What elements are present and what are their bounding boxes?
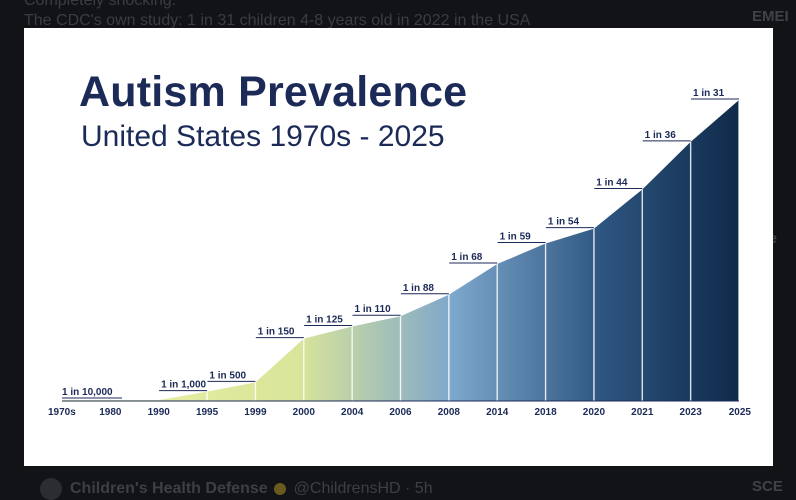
data-label: 1 in 10,000 xyxy=(62,387,113,398)
author-handle: @ChildrensHD · 5h xyxy=(293,480,433,498)
x-tick-label: 1970s xyxy=(48,407,76,418)
background-tweet-line-2: The CDC's own study: 1 in 31 children 4-… xyxy=(24,12,531,29)
x-tick-label: 1999 xyxy=(244,407,267,418)
x-tick-label: 2014 xyxy=(486,407,509,418)
x-tick-label: 2025 xyxy=(729,407,752,418)
chart-subtitle: United States 1970s - 2025 xyxy=(81,120,445,153)
x-tick-label: 1995 xyxy=(196,407,219,418)
x-tick-label: 2006 xyxy=(389,407,412,418)
chart-title: Autism Prevalence xyxy=(79,68,468,116)
data-label: 1 in 110 xyxy=(355,304,392,315)
x-tick-label: 2020 xyxy=(583,407,606,418)
chart-image-card[interactable]: 1 in 10,000 1 in 1,000 1 in 500 1 in 150 1 i… xyxy=(24,28,773,466)
data-label: 1 in 36 xyxy=(645,130,677,141)
data-label: 1 in 1,000 xyxy=(161,380,206,391)
data-label: 1 in 31 xyxy=(693,88,725,99)
x-tick-label: 2000 xyxy=(293,407,316,418)
data-label: 1 in 500 xyxy=(209,370,246,381)
background-right-fragment: SCE xyxy=(752,478,783,495)
x-tick-label: 2018 xyxy=(534,407,557,418)
data-label: 1 in 125 xyxy=(306,314,343,325)
data-label: 1 in 68 xyxy=(451,252,483,263)
author-name[interactable]: Children's Health Defense xyxy=(70,480,268,498)
author-avatar[interactable] xyxy=(40,478,62,500)
x-tick-label: 2021 xyxy=(631,407,654,418)
background-post-author[interactable]: Children's Health Defense @ChildrensHD · … xyxy=(40,478,433,500)
data-label: 1 in 88 xyxy=(403,283,435,294)
verified-badge-icon xyxy=(273,483,286,495)
data-label: 1 in 44 xyxy=(596,177,628,188)
x-tick-label: 2023 xyxy=(680,407,703,418)
background-tweet-line-1: Completely shocking. xyxy=(24,0,177,9)
x-tick-label: 1990 xyxy=(148,407,171,418)
background-right-fragment: EMEI xyxy=(752,8,789,25)
data-label: 1 in 150 xyxy=(258,327,295,338)
x-tick-label: 2004 xyxy=(341,407,364,418)
x-tick-label: 1980 xyxy=(99,407,122,418)
data-label: 1 in 59 xyxy=(500,232,532,243)
prevalence-area xyxy=(62,100,739,401)
x-tick-label: 2008 xyxy=(438,407,461,418)
data-label: 1 in 54 xyxy=(548,217,580,228)
